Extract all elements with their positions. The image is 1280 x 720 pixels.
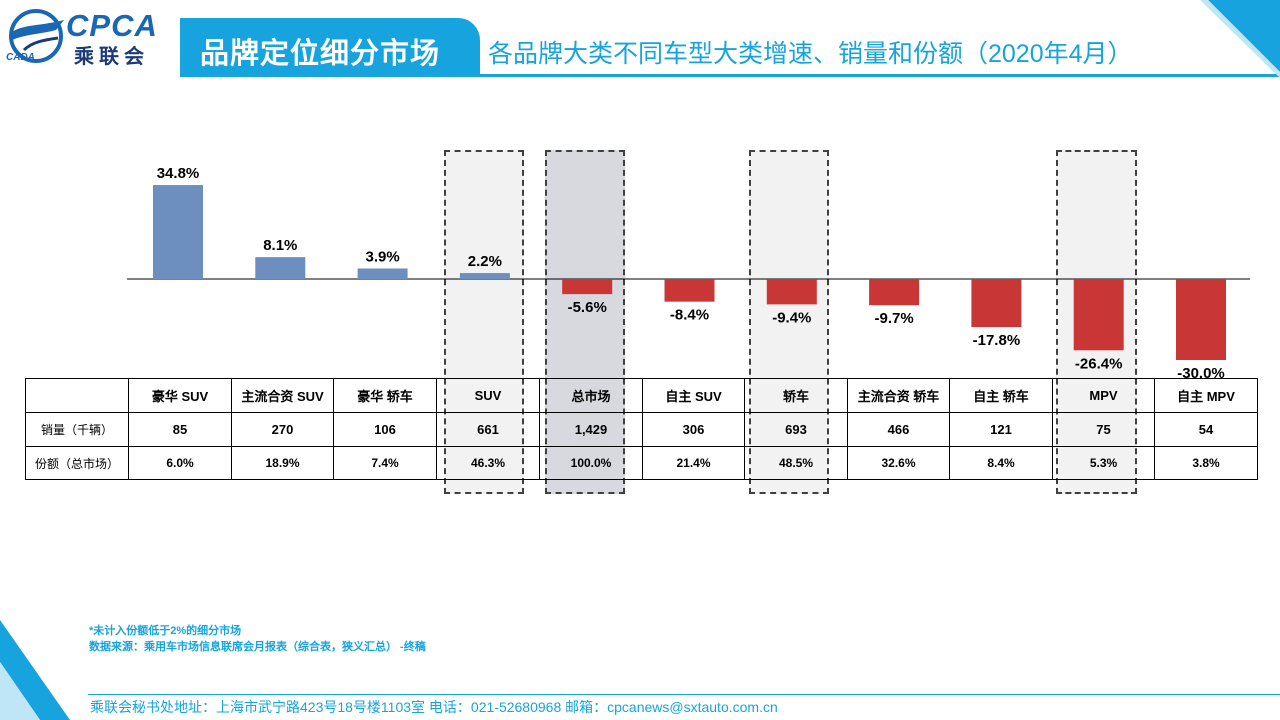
category-header-cell: 自主 MPV [1154,378,1258,413]
growth-value-label: 34.8% [157,165,200,182]
category-header-cell: 豪华 SUV [128,378,232,413]
sales-cell: 306 [642,412,745,447]
growth-bar [1176,279,1226,360]
table-share-row: 份额（总市场） 6.0% 18.9% 7.4% 46.3% 100.0% 21.4% 48.… [25,446,1258,480]
share-cell: 8.4% [949,446,1053,480]
share-cell: 3.8% [1154,446,1258,480]
title-tab [180,18,480,76]
sales-cell: 85 [128,412,232,447]
table-header-row: 豪华 SUV 主流合资 SUV 豪华 轿车 SUV 总市场 自主 SUV 轿车 主流合资 轿车… [25,378,1258,413]
category-header-cell: 主流合资 SUV [231,378,334,413]
cpca-logo: CADA CPCA 乘联会 [0,0,178,76]
corner-decoration-top-right [1200,0,1280,78]
footer-divider [88,694,1280,695]
growth-bar [255,257,306,279]
row-label-share: 份额（总市场） [25,446,129,480]
sales-cell: 106 [333,412,437,447]
growth-value-label: -5.6% [568,299,607,316]
sales-cell: 693 [744,412,848,447]
footer-contact: 乘联会秘书处地址：上海市武宁路423号18号楼1103室 电话：021-5268… [90,699,778,715]
category-header-cell: 总市场 [539,378,643,413]
corner-decoration-bottom-left [0,620,70,720]
sales-cell: 121 [949,412,1053,447]
category-header-cell: 主流合资 轿车 [847,378,950,413]
growth-value-label: -26.4% [1075,355,1123,372]
share-cell: 21.4% [642,446,745,480]
category-header-cell: MPV [1052,378,1155,413]
growth-value-label: 2.2% [468,253,502,270]
sales-cell: 270 [231,412,334,447]
row-label-sales: 销量（千辆） [25,412,129,447]
growth-value-label: -17.8% [973,332,1021,349]
category-header-cell: 自主 轿车 [949,378,1053,413]
growth-bar [869,279,920,306]
share-cell: 48.5% [744,446,848,480]
share-cell: 6.0% [128,446,232,480]
growth-value-label: 3.9% [365,248,399,265]
share-cell: 18.9% [231,446,334,480]
share-cell: 5.3% [1052,446,1155,480]
table-corner-cell [25,378,129,413]
note-threshold: *未计入份额低于2%的细分市场 [89,625,242,637]
growth-bar-chart: 34.8% 8.1% 3.9% 2.2% -5.6% -8.4% -9.4% -9.7% -17… [127,165,1250,380]
page-subtitle: 各品牌大类不同车型大类增速、销量和份额（2020年4月） [488,40,1133,68]
logo-text: CPCA [66,8,158,43]
category-header-cell: 轿车 [744,378,848,413]
growth-bar [562,279,613,295]
sales-cell: 75 [1052,412,1155,447]
cpca-emblem-icon [9,9,64,63]
share-cell: 100.0% [539,446,643,480]
growth-bar [664,279,715,302]
sales-cell: 661 [436,412,540,447]
growth-value-label: -30.0% [1177,365,1225,380]
header-divider [180,74,1280,77]
growth-bar [971,279,1022,328]
growth-bar [1073,279,1124,351]
logo-chinese-text: 乘联会 [74,46,149,68]
sales-cell: 466 [847,412,950,447]
growth-bar [766,279,817,305]
table-sales-row: 销量（千辆） 85 270 106 661 1,429 306 693 466 121 75 54 [25,412,1258,447]
category-header-cell: 自主 SUV [642,378,745,413]
growth-bar [153,185,203,279]
sales-cell: 1,429 [539,412,643,447]
sales-cell: 54 [1154,412,1258,447]
growth-value-label: -9.4% [772,309,811,326]
growth-bar [357,268,408,279]
share-cell: 46.3% [436,446,540,480]
note-source: 数据来源：乘用车市场信息联席会月报表（综合表，狭义汇总） -终稿 [89,641,426,653]
share-cell: 7.4% [333,446,437,480]
growth-value-label: -8.4% [670,307,709,324]
growth-bar [459,273,510,279]
logo-sub-text: CADA [6,52,35,63]
notes: *未计入份额低于2%的细分市场 数据来源：乘用车市场信息联席会月报表（综合表，狭… [89,623,426,655]
growth-value-label: 8.1% [263,237,297,254]
share-cell: 32.6% [847,446,950,480]
category-header-cell: 豪华 轿车 [333,378,437,413]
page-title: 品牌定位细分市场 [200,38,441,70]
growth-value-label: -9.7% [875,310,914,327]
category-header-cell: SUV [436,378,540,413]
sales-share-table: 豪华 SUV 主流合资 SUV 豪华 轿车 SUV 总市场 自主 SUV 轿车 主流合资 轿车… [25,378,1258,480]
